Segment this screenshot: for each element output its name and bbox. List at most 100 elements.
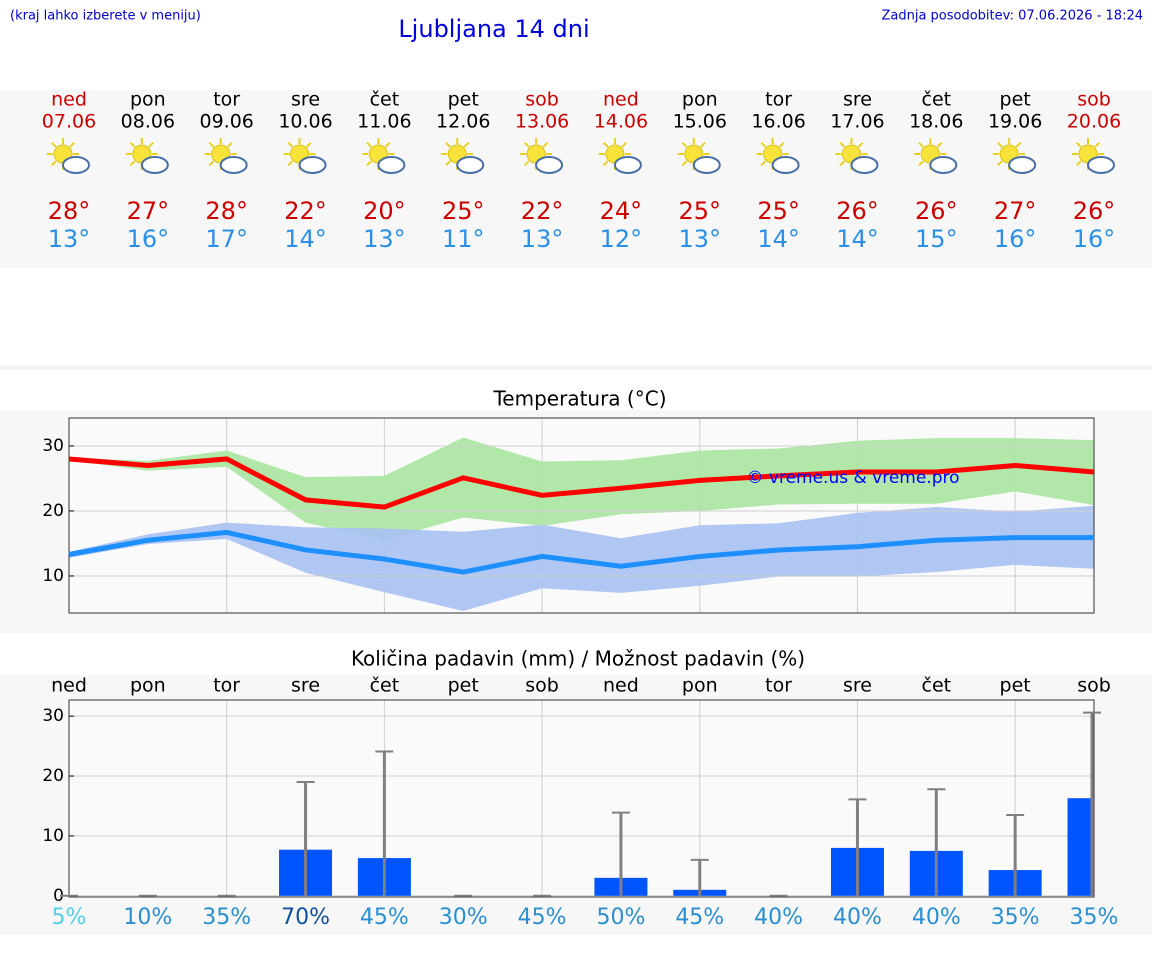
precip-probability: 40% (754, 905, 803, 930)
weather-icon (520, 138, 564, 174)
cloud (850, 156, 879, 174)
plot-border (68, 417, 1095, 614)
weather-icon (677, 138, 721, 174)
x-category: pon (130, 675, 166, 697)
y-tick-label: 10 (42, 826, 64, 846)
day-date: 20.06 (1067, 111, 1121, 133)
sun-ray (50, 160, 57, 167)
high-temp: 22° (521, 197, 564, 225)
day-date: 10.06 (278, 111, 332, 133)
high-temp: 28° (205, 197, 248, 225)
precip-probability: 10% (123, 905, 172, 930)
low-temp: 14° (836, 225, 879, 253)
day-date: 08.06 (121, 111, 175, 133)
sun-ray (1075, 160, 1082, 167)
day-name: čet (370, 89, 400, 111)
sun-ray (524, 141, 530, 148)
weather-icon (204, 138, 248, 174)
cloud (1087, 156, 1115, 174)
watermark: © vreme.us & vreme.pro (746, 468, 959, 488)
low-temp: 16° (127, 225, 170, 253)
high-temp: 26° (915, 197, 958, 225)
day-name: tor (765, 89, 792, 111)
weather-icon (598, 138, 642, 174)
updated: Zadnja posodobitev: 07.06.2026 - 18:24 (881, 9, 1143, 24)
precip-probability: 30% (439, 905, 488, 930)
sun-ray (366, 160, 373, 167)
low-temp: 17° (205, 225, 248, 253)
y-tick-label: 30 (42, 706, 64, 726)
low-temp: 13° (678, 225, 721, 253)
sun-ray (1015, 141, 1022, 148)
day-date: 19.06 (988, 111, 1042, 133)
temp-line (68, 456, 1095, 510)
low-temp: 16° (1073, 225, 1116, 253)
cloud (219, 156, 248, 174)
cloud (377, 156, 406, 174)
x-category: sob (1077, 675, 1111, 697)
low-temp: 15° (915, 225, 958, 253)
precip-probability: 45% (360, 905, 409, 930)
sun-ray (918, 141, 924, 148)
day-name: ned (603, 89, 639, 111)
x-category: pet (1000, 675, 1031, 697)
low-temp: 14° (757, 225, 800, 253)
high-temp: 20° (363, 197, 406, 225)
forecast-strip (0, 90, 1152, 268)
x-category: sre (291, 675, 320, 697)
x-category: čet (370, 675, 400, 697)
sun-ray (542, 141, 549, 148)
x-category: ned (51, 675, 87, 697)
sun-ray (997, 141, 1003, 148)
precip-probability: 70% (281, 905, 330, 930)
precip-probability: 40% (833, 905, 882, 930)
precip-probability: 45% (518, 905, 567, 930)
sun-ray (760, 141, 767, 148)
cloud (140, 156, 169, 174)
sun-ray (681, 160, 688, 167)
weather-icon (1072, 138, 1115, 174)
y-tick-label: 0 (53, 886, 64, 906)
sun-ray (621, 141, 627, 148)
cloud (456, 156, 485, 174)
sun-ray (208, 141, 215, 148)
sun-ray (148, 141, 154, 148)
low-temp: 13° (521, 225, 564, 253)
sun-ray (524, 160, 530, 167)
sun-ray (384, 141, 391, 148)
day-date: 17.06 (830, 111, 884, 133)
sun-ray (857, 141, 864, 148)
cloud (1008, 156, 1037, 174)
sun-ray (602, 160, 609, 167)
x-category: sob (525, 675, 559, 697)
x-category: tor (765, 675, 792, 697)
low-temp: 13° (363, 225, 406, 253)
weather-icon (914, 138, 958, 174)
sun-ray (227, 141, 233, 148)
cloud (929, 156, 958, 174)
high-temp: 26° (836, 197, 879, 225)
day-name: tor (213, 89, 240, 111)
day-date: 12.06 (436, 111, 490, 133)
high-temp: 27° (127, 197, 170, 225)
chart-title: Temperatura (°C) (492, 387, 666, 411)
sun-ray (129, 160, 136, 167)
sun-ray (778, 141, 785, 148)
separator (0, 365, 1152, 370)
high-temp: 26° (1073, 197, 1116, 225)
x-category: pet (448, 675, 479, 697)
high-temp: 27° (994, 197, 1037, 225)
high-temp: 24° (600, 197, 643, 225)
day-name: čet (922, 89, 952, 111)
low-temp: 16° (994, 225, 1037, 253)
day-name: sob (1077, 89, 1111, 111)
weather-icon (283, 138, 327, 174)
y-tick-label: 20 (42, 501, 64, 521)
low-temp: 12° (600, 225, 643, 253)
day-date: 09.06 (199, 111, 253, 133)
precip-probability: 35% (1070, 905, 1119, 930)
sun-ray (839, 141, 846, 148)
day-name: sob (525, 89, 559, 111)
sun-ray (997, 160, 1003, 167)
temp-line (68, 529, 1094, 575)
